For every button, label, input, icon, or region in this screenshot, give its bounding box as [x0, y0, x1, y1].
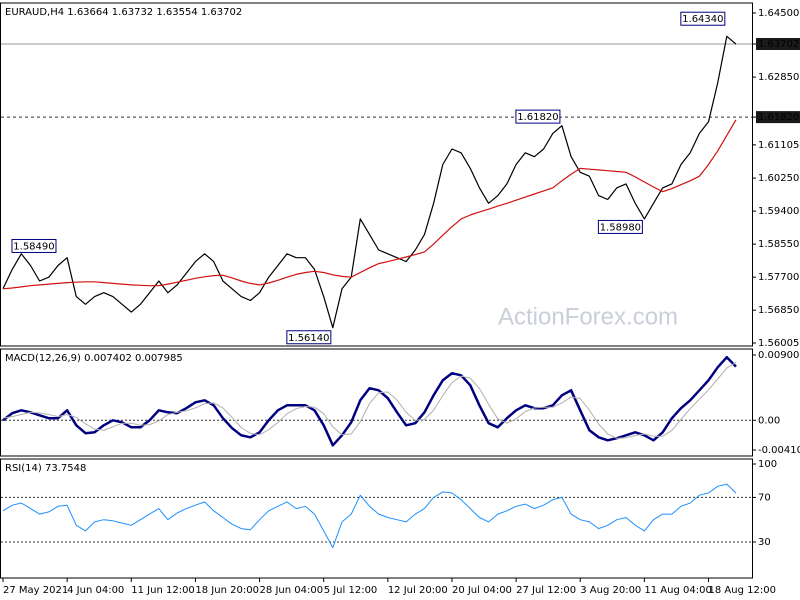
series-line — [2, 355, 737, 447]
annotation-box — [680, 11, 726, 26]
y-tick-label: 1.57700 — [758, 272, 799, 283]
y-tick-box — [756, 111, 800, 124]
y-tick-label: 1.61820 — [758, 112, 799, 123]
panel-title: RSI(14) 73.7548 — [5, 463, 86, 474]
panel-border — [0, 458, 753, 579]
y-tick-label: 1.60250 — [758, 173, 799, 184]
x-tick-label: 20 Jul 04:00 — [452, 585, 512, 596]
y-tick-label: 1.62850 — [758, 72, 799, 83]
annotation-box — [515, 109, 561, 124]
y-tick-label: 1.61105 — [758, 140, 799, 151]
x-tick-label: 12 Jul 20:00 — [388, 585, 448, 596]
annotation-label: 1.56140 — [288, 333, 329, 344]
y-tick-label: 70 — [758, 492, 771, 503]
y-tick-label: 1.59400 — [758, 206, 799, 217]
x-tick-label: 3 Aug 20:00 — [580, 585, 641, 596]
x-tick-label: 27 May 2021 — [3, 585, 68, 596]
x-tick-label: 18 Jun 20:00 — [195, 585, 259, 596]
x-tick-label: 28 Jun 04:00 — [260, 585, 324, 596]
panel-title: MACD(12,26,9) 0.007402 0.007985 — [5, 353, 183, 364]
y-tick-label: 1.64500 — [758, 8, 799, 19]
watermark: ActionForex.com — [498, 303, 678, 330]
y-tick-label: 1.56850 — [758, 305, 799, 316]
y-tick-box — [756, 37, 800, 50]
x-tick-label: 5 Jul 12:00 — [324, 585, 378, 596]
y-tick-label: 0.00 — [758, 415, 780, 426]
annotation-label: 1.61820 — [517, 112, 558, 123]
x-tick-label: 18 Aug 12:00 — [709, 585, 776, 596]
panel-border — [0, 348, 753, 457]
series-line — [2, 361, 737, 439]
series-line — [2, 483, 737, 549]
series-line — [2, 35, 737, 329]
y-tick-label: 1.63702 — [758, 39, 799, 50]
annotation-box — [286, 330, 332, 345]
annotation-box — [597, 219, 643, 234]
panel-title: EURAUD,H4 1.63664 1.63732 1.63554 1.6370… — [5, 7, 242, 18]
y-tick-label: 1.56005 — [758, 338, 799, 349]
annotation-label: 1.58490 — [13, 241, 54, 252]
x-tick-label: 11 Aug 04:00 — [644, 585, 711, 596]
y-tick-label: 0.009005 — [758, 350, 800, 361]
annotation-label: 1.58980 — [600, 222, 641, 233]
annotation-box — [11, 238, 57, 253]
x-tick-label: 11 Jun 12:00 — [131, 585, 195, 596]
y-tick-label: -0.004104 — [758, 445, 800, 456]
y-tick-label: 100 — [758, 459, 777, 470]
series-line — [2, 119, 737, 290]
y-tick-label: 1.58550 — [758, 239, 799, 250]
panel-border — [0, 2, 753, 347]
annotation-label: 1.64340 — [682, 14, 723, 25]
x-tick-label: 4 Jun 04:00 — [67, 585, 124, 596]
y-tick-label: 30 — [758, 537, 771, 548]
x-tick-label: 27 Jul 12:00 — [516, 585, 576, 596]
